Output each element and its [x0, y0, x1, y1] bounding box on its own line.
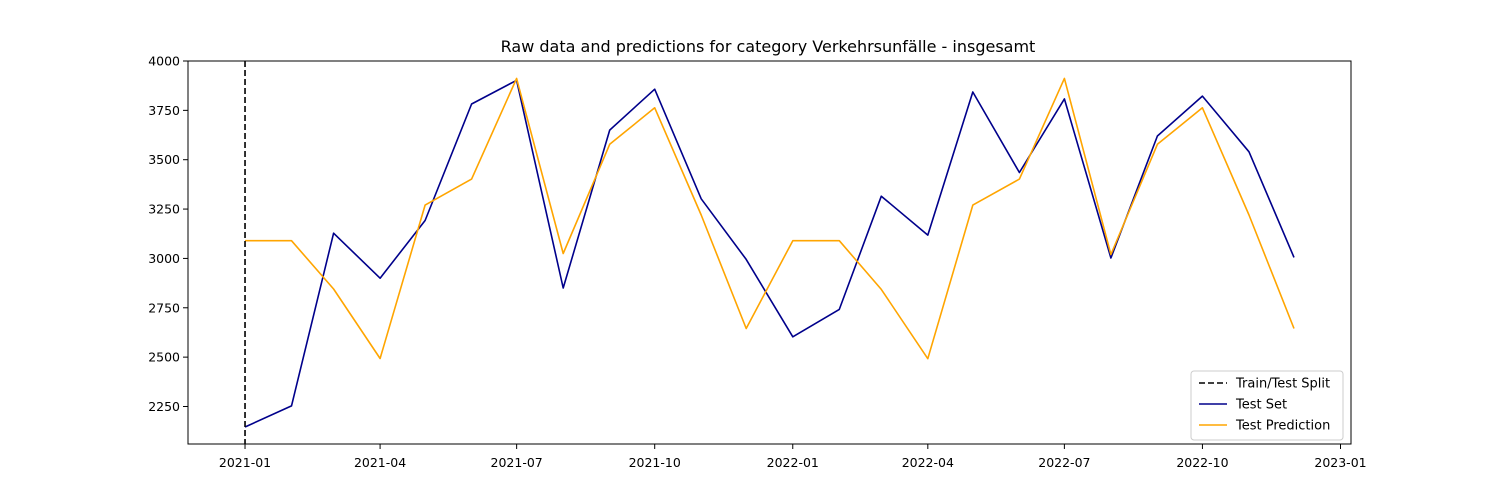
x-tick-label: 2021-07	[491, 455, 543, 470]
y-tick-label: 2500	[148, 350, 180, 365]
legend: Train/Test Split Test Set Test Prediction	[1190, 370, 1344, 441]
series-line-test-set	[244, 79, 1295, 428]
y-tick-label: 3500	[148, 152, 180, 167]
x-tick-label: 2022-01	[767, 455, 819, 470]
x-tick-label: 2022-04	[902, 455, 954, 470]
x-tick-label: 2021-04	[354, 455, 406, 470]
y-tick-label: 3000	[148, 251, 180, 266]
x-tick-label: 2023-01	[1314, 455, 1366, 470]
y-tick-label: 3250	[148, 202, 180, 217]
x-tick-label: 2021-01	[219, 455, 271, 470]
axes-frame	[187, 60, 1352, 445]
y-tick-label: 4000	[148, 54, 180, 69]
legend-box	[1190, 370, 1344, 441]
legend-label: Train/Test Split	[1235, 377, 1330, 392]
x-tick-label: 2022-07	[1038, 455, 1090, 470]
y-tick-label: 2750	[148, 300, 180, 315]
series-line-test-prediction	[245, 77, 1295, 360]
y-tick-label: 3750	[148, 103, 180, 118]
y-tick-label: 2250	[148, 399, 180, 414]
plot-area: 2250 2500 2750 3000 3250 3500 3750 4000 2021-01 2…	[148, 54, 1366, 471]
chart-title: Raw data and predictions for category Ve…	[501, 37, 1036, 56]
legend-label: Test Set	[1235, 398, 1287, 413]
x-tick-label: 2021-10	[629, 455, 681, 470]
legend-label: Test Prediction	[1235, 419, 1330, 434]
x-tick-label: 2022-10	[1176, 455, 1228, 470]
